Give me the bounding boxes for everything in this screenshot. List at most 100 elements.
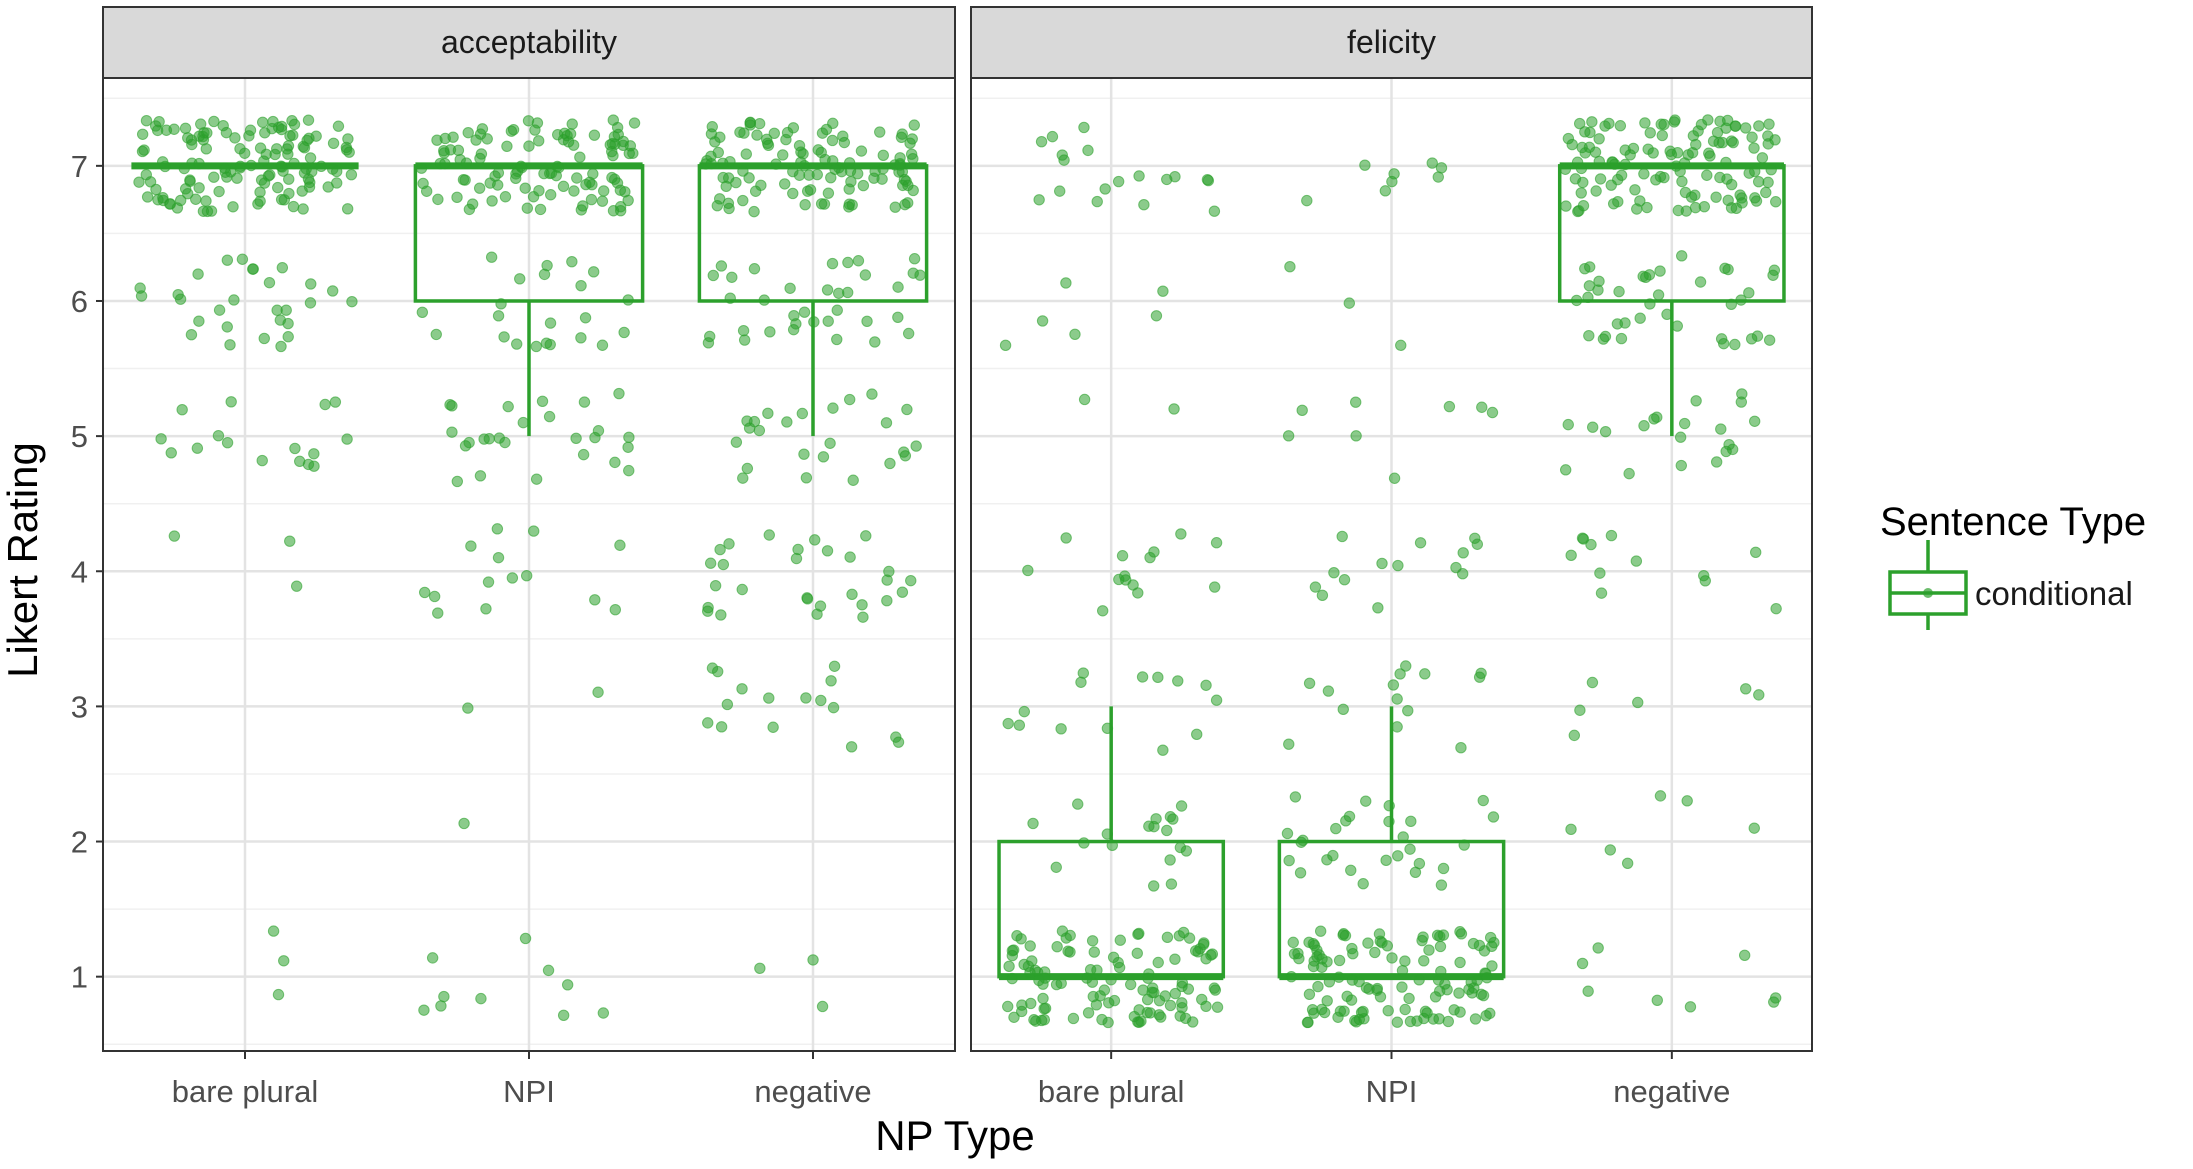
data-point	[234, 160, 246, 173]
data-point	[907, 267, 919, 279]
data-point	[1101, 828, 1114, 840]
data-point	[474, 128, 487, 140]
data-point	[439, 157, 451, 170]
data-point	[1750, 546, 1762, 558]
data-point	[432, 193, 444, 206]
data-point	[244, 124, 257, 136]
data-point	[1136, 671, 1149, 683]
data-point	[1586, 116, 1598, 128]
data-point	[296, 185, 308, 197]
data-point	[1454, 956, 1466, 969]
data-point	[184, 174, 196, 186]
data-point	[1748, 822, 1760, 834]
data-point	[346, 295, 358, 308]
data-point	[1153, 994, 1166, 1007]
data-point	[1481, 971, 1493, 984]
data-point	[1046, 130, 1059, 143]
data-point	[889, 201, 901, 213]
data-point	[999, 339, 1012, 352]
data-point	[1306, 1004, 1319, 1016]
data-point	[721, 698, 734, 711]
data-point	[622, 441, 634, 453]
data-point	[1133, 170, 1145, 182]
data-point	[1169, 987, 1181, 1000]
data-point	[722, 197, 735, 210]
data-point	[762, 139, 775, 152]
data-point	[305, 278, 317, 290]
data-point	[1392, 559, 1404, 572]
data-point	[1055, 723, 1067, 735]
data-point	[1748, 415, 1761, 427]
data-point	[302, 173, 315, 185]
data-point	[807, 954, 819, 966]
data-point	[852, 255, 865, 267]
data-point	[225, 396, 237, 408]
data-point	[815, 198, 828, 210]
data-point	[133, 176, 145, 188]
data-point	[271, 304, 283, 316]
data-point	[418, 586, 431, 599]
data-point	[168, 123, 180, 135]
data-point	[221, 436, 234, 449]
data-point	[826, 257, 839, 270]
data-point	[1704, 150, 1716, 162]
legend-entry-label: conditional	[1975, 575, 2133, 612]
data-point	[623, 464, 635, 477]
data-point	[1735, 294, 1747, 306]
data-point	[499, 191, 512, 203]
data-point	[283, 187, 295, 200]
data-point	[1715, 333, 1728, 345]
y-axis: 1 2 3 4 5 6 7	[71, 149, 103, 995]
data-point	[1360, 795, 1372, 807]
data-point	[1210, 694, 1223, 706]
data-point	[290, 580, 303, 592]
data-point	[1283, 854, 1295, 867]
data-point	[416, 306, 429, 319]
data-point	[283, 173, 295, 185]
data-point	[164, 198, 176, 210]
data-point	[1022, 564, 1034, 577]
data-point	[465, 540, 477, 552]
data-point	[800, 472, 813, 484]
data-point	[763, 529, 775, 541]
data-point	[561, 979, 574, 991]
data-point	[1681, 795, 1693, 807]
data-point	[566, 255, 578, 268]
data-point	[212, 430, 225, 442]
data-point	[1456, 568, 1469, 580]
data-point	[1725, 298, 1738, 311]
data-point	[1343, 297, 1356, 309]
data-point	[1131, 947, 1143, 959]
data-point	[1750, 195, 1763, 207]
data-point	[707, 269, 720, 282]
data-point	[1294, 867, 1307, 879]
data-point	[1211, 1001, 1224, 1013]
data-point	[341, 433, 353, 445]
data-point	[749, 185, 762, 197]
data-point	[826, 134, 839, 147]
data-point	[1675, 459, 1687, 472]
data-point	[1629, 184, 1641, 196]
data-point	[208, 171, 220, 183]
data-point	[892, 736, 905, 748]
data-point	[315, 160, 327, 173]
data-point	[1391, 693, 1403, 705]
data-point	[1559, 464, 1572, 476]
data-point	[607, 205, 620, 217]
data-point	[228, 294, 240, 306]
data-point	[1182, 983, 1195, 995]
data-point	[724, 292, 736, 304]
data-point	[884, 457, 896, 470]
data-point	[1722, 194, 1734, 207]
data-point	[822, 187, 835, 199]
data-point	[767, 721, 779, 733]
data-point	[492, 551, 505, 564]
data-point	[501, 140, 513, 152]
data-point	[1116, 550, 1129, 562]
data-point	[502, 400, 514, 413]
data-point	[799, 199, 811, 211]
data-point	[820, 123, 833, 136]
data-point	[519, 182, 531, 194]
data-point	[1631, 203, 1643, 215]
data-point	[1295, 836, 1307, 848]
